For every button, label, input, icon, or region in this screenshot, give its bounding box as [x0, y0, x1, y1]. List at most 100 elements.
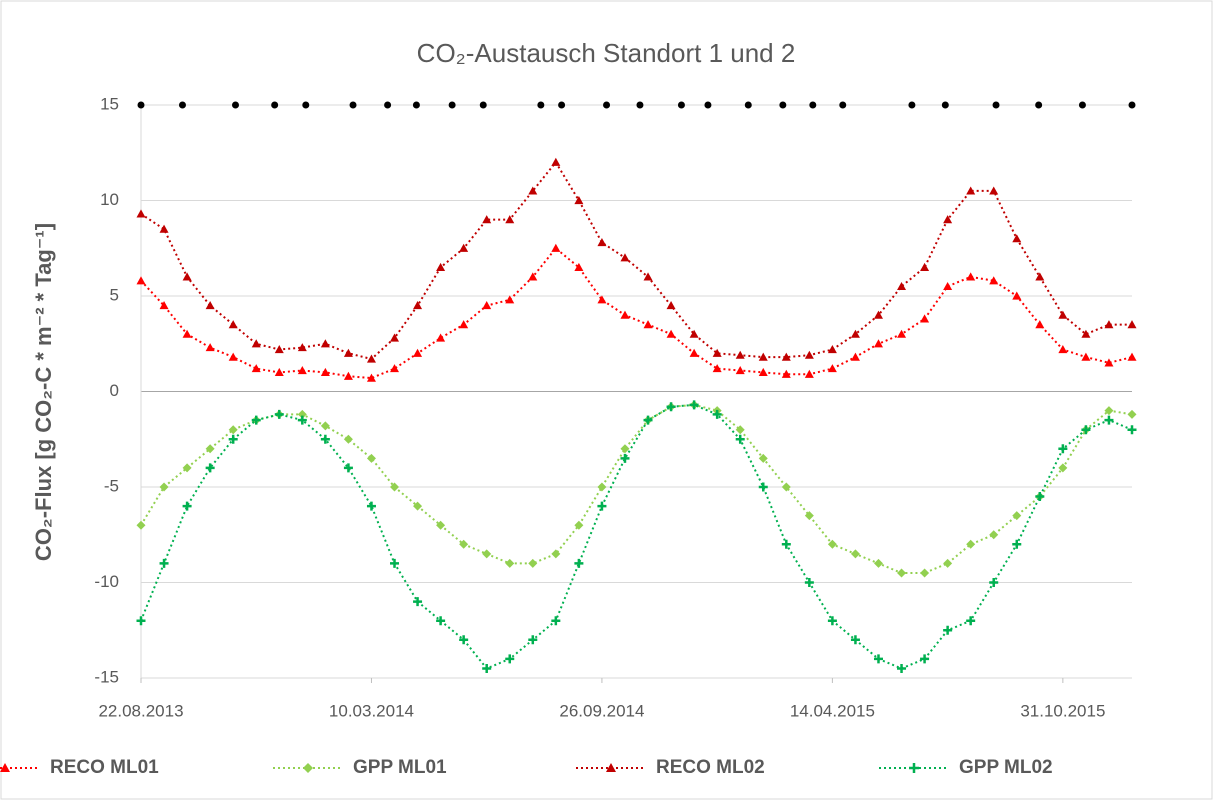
series-line — [140, 403, 1133, 670]
series — [136, 157, 1137, 363]
data-point — [597, 501, 607, 511]
x-tick-label: 10.03.2014 — [329, 701, 414, 720]
data-point — [666, 329, 676, 338]
legend-label: GPP ML02 — [959, 757, 1053, 778]
data-point — [735, 425, 745, 435]
data-point — [850, 352, 860, 361]
reference-dot — [603, 101, 611, 109]
data-point — [251, 415, 261, 425]
data-point — [159, 224, 169, 233]
data-point — [735, 434, 745, 444]
legend-item: RECO ML01 — [0, 757, 159, 778]
legend-marker — [0, 763, 10, 772]
y-tick-label: 10 — [100, 190, 119, 209]
data-point — [251, 364, 261, 373]
data-point — [827, 616, 837, 626]
legend-item: GPP ML02 — [879, 757, 1053, 778]
data-point — [989, 578, 999, 587]
x-tick-label: 22.08.2013 — [98, 701, 183, 720]
data-point — [528, 186, 538, 195]
data-point — [551, 157, 561, 166]
legend-label: RECO ML02 — [656, 757, 765, 778]
data-point — [989, 276, 999, 285]
data-point — [436, 333, 446, 342]
series-line — [140, 403, 1133, 574]
x-tick-label: 14.04.2015 — [790, 701, 875, 720]
data-point — [827, 364, 837, 373]
data-point — [966, 616, 976, 626]
data-point — [297, 415, 307, 425]
data-point — [205, 301, 215, 310]
reference-dot — [744, 101, 752, 109]
data-point — [228, 352, 238, 361]
data-point — [413, 597, 423, 607]
data-point — [251, 339, 261, 348]
data-point — [1058, 463, 1068, 473]
data-point — [505, 558, 515, 568]
data-point — [551, 549, 561, 559]
reference-dot — [231, 101, 239, 109]
series — [136, 400, 1137, 578]
data-point — [735, 350, 745, 359]
reference-dot — [704, 101, 712, 109]
reference-dot — [677, 101, 685, 109]
data-point — [574, 262, 584, 271]
data-point — [366, 373, 376, 382]
data-point — [943, 281, 953, 291]
data-point — [1104, 320, 1114, 329]
legend-item: RECO ML02 — [576, 757, 765, 778]
data-point — [136, 616, 146, 626]
data-point — [850, 635, 860, 645]
data-point — [366, 453, 376, 463]
data-point — [1127, 425, 1137, 435]
data-point — [390, 333, 400, 342]
data-point — [205, 343, 215, 352]
data-point — [943, 215, 953, 224]
reference-dot — [809, 101, 817, 109]
data-point — [413, 348, 423, 357]
data-point — [920, 262, 930, 271]
data-point — [758, 453, 768, 463]
data-point — [297, 409, 307, 419]
data-point — [482, 663, 492, 673]
reference-dot — [941, 101, 949, 109]
data-point — [897, 568, 907, 578]
data-point — [505, 215, 515, 224]
data-point — [1081, 425, 1091, 435]
data-point — [320, 367, 330, 376]
y-tick-label: 5 — [110, 285, 119, 304]
data-point — [758, 352, 768, 361]
data-point — [597, 482, 607, 492]
data-point — [528, 558, 538, 568]
data-point — [827, 344, 837, 354]
data-point — [804, 369, 814, 378]
legend-marker — [909, 763, 919, 773]
reference-dot — [1078, 101, 1086, 109]
reference-dot — [349, 101, 357, 109]
reference-dot — [302, 101, 310, 109]
data-point — [136, 209, 146, 218]
data-point — [436, 262, 446, 271]
data-point — [897, 663, 907, 673]
data-point — [804, 578, 814, 587]
data-point — [274, 367, 284, 376]
data-point — [966, 539, 976, 549]
data-point — [781, 482, 791, 492]
data-point — [989, 530, 999, 540]
data-point — [1035, 320, 1045, 329]
data-point — [873, 654, 883, 664]
data-point — [482, 301, 492, 310]
data-point — [804, 511, 814, 521]
data-point — [827, 539, 837, 549]
y-tick-label: -10 — [94, 572, 119, 591]
data-point — [1012, 291, 1022, 300]
legend-label: GPP ML01 — [353, 757, 447, 778]
data-point — [482, 549, 492, 559]
reference-dot — [992, 101, 1000, 109]
data-point — [205, 463, 215, 473]
data-point — [689, 329, 699, 338]
reference-dot — [1128, 101, 1136, 109]
data-point — [873, 310, 883, 319]
data-point — [1058, 444, 1068, 454]
data-point — [666, 402, 676, 412]
